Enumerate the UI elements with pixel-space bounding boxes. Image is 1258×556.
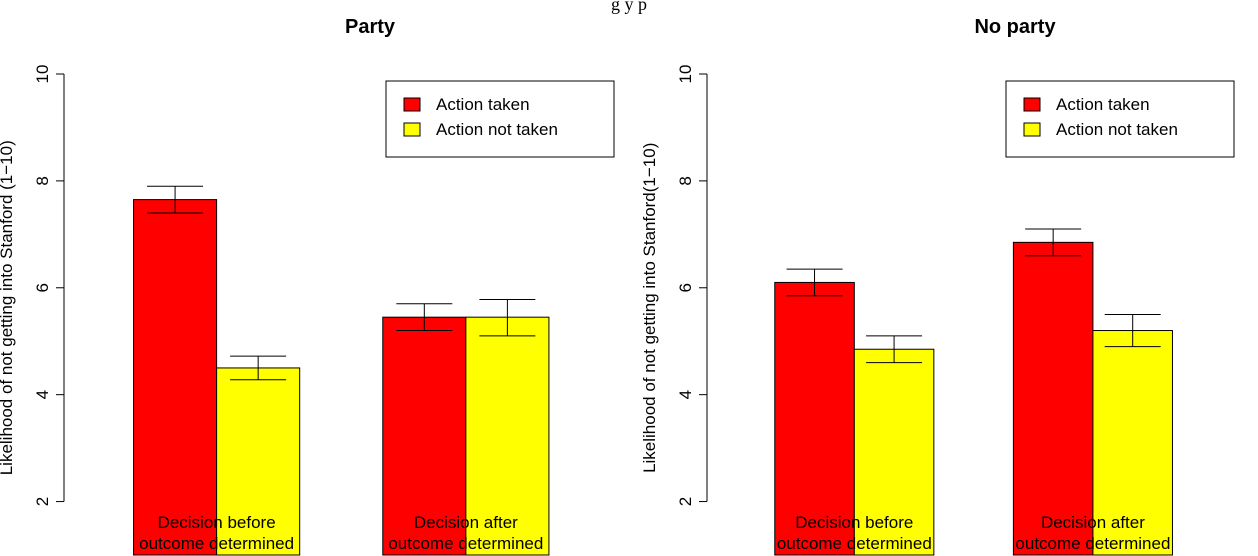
- x-category-label: Decision before: [158, 513, 276, 532]
- x-category-label: Decision before: [795, 513, 913, 532]
- y-tick-label: 8: [33, 176, 52, 185]
- legend-swatch: [1023, 97, 1041, 112]
- y-tick-label: 2: [676, 497, 695, 506]
- legend-label: Action taken: [436, 95, 530, 114]
- panel-no-party: No party 2 4 6 8 10 Likelihood of not getting …: [640, 16, 1235, 556]
- legend-swatch: [403, 97, 421, 112]
- legend-swatch: [403, 122, 421, 137]
- y-tick-label: 8: [676, 176, 695, 185]
- legend-label: Action taken: [1056, 95, 1150, 114]
- y-tick-label: 10: [33, 65, 52, 84]
- y-tick-label: 4: [33, 390, 52, 399]
- y-tick-label: 6: [676, 283, 695, 292]
- x-category-label: outcome determined: [139, 534, 294, 553]
- y-tick-label: 6: [33, 283, 52, 292]
- bar-action-taken: [133, 199, 218, 556]
- y-axis-label: Likelihood of not getting into Stanford …: [0, 140, 16, 475]
- bar-action-taken: [1012, 241, 1094, 556]
- legend-box: [385, 80, 615, 158]
- y-tick-label: 10: [676, 65, 695, 84]
- bar-action-not-taken: [853, 348, 935, 556]
- bar-action-not-taken: [216, 367, 301, 556]
- chart-title: Party: [345, 16, 396, 38]
- x-category-label: outcome determined: [777, 534, 932, 553]
- legend-box: [1005, 80, 1235, 158]
- y-tick-label: 4: [676, 390, 695, 399]
- legend-label: Action not taken: [436, 120, 558, 139]
- y-axis-label: Likelihood of not getting into Stanford(…: [640, 143, 659, 473]
- x-category-label: Decision after: [414, 513, 518, 532]
- bar-action-taken: [774, 281, 855, 556]
- bar-action-not-taken: [465, 316, 550, 556]
- panel-party: Party 2 4 6 8 10 Likelihood of not getting int…: [0, 16, 615, 556]
- figure-caption-fragment: g y p: [611, 0, 647, 14]
- chart-title: No party: [974, 16, 1056, 38]
- y-tick-label: 2: [33, 497, 52, 506]
- x-category-label: outcome determined: [388, 534, 543, 553]
- legend-label: Action not taken: [1056, 120, 1178, 139]
- legend-swatch: [1023, 122, 1041, 137]
- x-category-label: Decision after: [1041, 513, 1145, 532]
- x-category-label: outcome determined: [1015, 534, 1170, 553]
